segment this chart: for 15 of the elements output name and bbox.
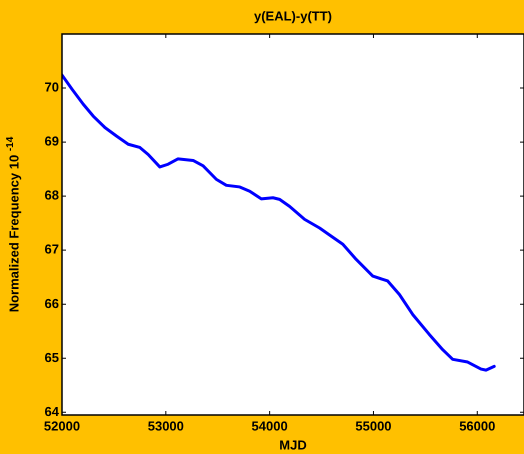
x-tick-label: 52000	[44, 418, 80, 434]
y-tick-label: 68	[44, 188, 59, 203]
y-axis-title: Normalized Frequency 10 -14	[4, 136, 22, 312]
y-tick-label: 69	[44, 134, 59, 149]
y-tick-label: 67	[44, 242, 59, 257]
x-tick-label: 55000	[355, 418, 392, 434]
x-tick-label: 53000	[148, 418, 184, 434]
x-axis-title: MJD	[279, 438, 307, 453]
y-tick-label: 70	[44, 80, 59, 95]
x-tick-label: 54000	[252, 418, 288, 434]
x-tick-label: 56000	[459, 418, 496, 434]
chart-title: y(EAL)-y(TT)	[254, 8, 332, 24]
y-tick-label: 64	[44, 404, 60, 419]
y-tick-label: 66	[44, 296, 59, 311]
y-tick-label: 65	[44, 350, 59, 365]
